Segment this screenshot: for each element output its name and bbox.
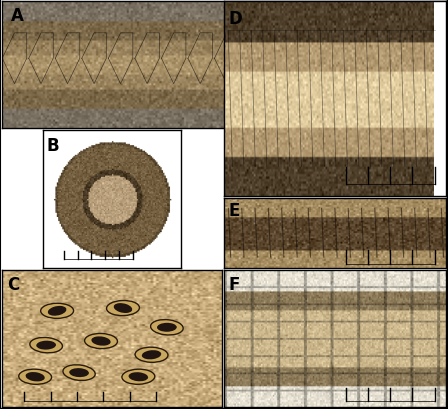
Ellipse shape [26,372,45,382]
Ellipse shape [129,372,148,381]
Text: A: A [11,7,24,25]
Ellipse shape [122,369,155,384]
Text: C: C [7,275,19,293]
Ellipse shape [114,303,132,313]
Ellipse shape [19,369,52,384]
Ellipse shape [41,303,73,319]
Ellipse shape [151,320,183,335]
Ellipse shape [69,368,89,377]
Ellipse shape [85,334,117,349]
Ellipse shape [91,337,111,346]
Ellipse shape [48,306,66,316]
Ellipse shape [63,365,95,380]
Ellipse shape [36,341,56,350]
Bar [224,103,348,119]
Ellipse shape [157,323,177,332]
Ellipse shape [30,337,62,353]
Ellipse shape [107,301,139,316]
Ellipse shape [135,347,168,362]
Text: F: F [228,275,240,293]
Ellipse shape [142,350,161,360]
Text: D: D [228,10,242,28]
Text: B: B [46,136,59,154]
Text: E: E [228,201,240,219]
